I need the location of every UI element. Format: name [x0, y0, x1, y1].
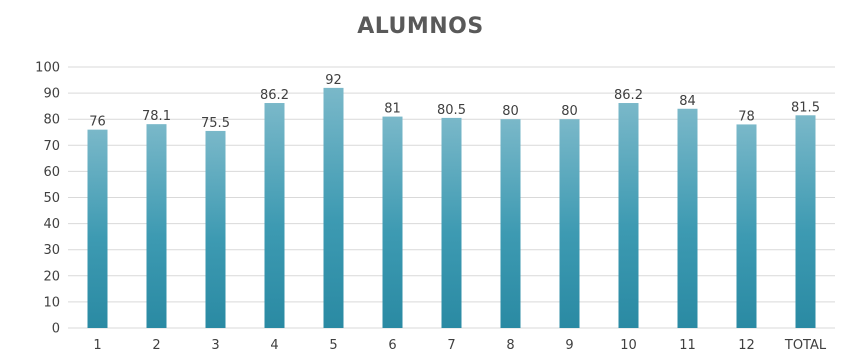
bar-2	[146, 124, 167, 328]
bar-7	[441, 117, 462, 329]
bar-5	[323, 87, 344, 328]
data-label: 81.5	[791, 100, 820, 115]
bar-3	[205, 130, 226, 328]
x-tick-label: 2	[152, 338, 160, 353]
y-tick-label: 10	[43, 295, 60, 310]
y-tick-label: 80	[43, 113, 60, 128]
x-tick-label: TOTAL	[784, 338, 827, 353]
bar-12	[736, 124, 757, 328]
y-tick-label: 0	[52, 322, 60, 337]
x-tick-label: 4	[270, 338, 278, 353]
bar-10	[618, 103, 639, 328]
bar-8	[500, 119, 521, 328]
y-axis-ticks: 0 10 20 30 40 50 60 70 80 90 100	[35, 61, 60, 337]
data-label: 80.5	[437, 103, 466, 118]
y-tick-label: 60	[43, 165, 60, 180]
data-label: 86.2	[260, 88, 289, 103]
data-label: 78	[738, 109, 755, 124]
data-label: 80	[561, 104, 578, 119]
x-tick-label: 7	[447, 338, 455, 353]
y-tick-label: 50	[43, 191, 60, 206]
x-tick-label: 11	[679, 338, 696, 353]
bar-4	[264, 103, 285, 328]
x-tick-label: 6	[388, 338, 396, 353]
x-tick-label: 9	[565, 338, 573, 353]
data-label: 86.2	[614, 88, 643, 103]
x-tick-label: 12	[738, 338, 755, 353]
bar-6	[382, 116, 403, 328]
x-tick-label: 10	[620, 338, 637, 353]
data-label: 76	[89, 115, 106, 130]
x-tick-label: 5	[329, 338, 337, 353]
x-tick-label: 8	[506, 338, 514, 353]
y-tick-label: 100	[35, 61, 60, 76]
chart-title: ALUMNOS	[357, 14, 484, 39]
x-tick-label: 1	[93, 338, 101, 353]
y-tick-label: 40	[43, 217, 60, 232]
data-label: 75.5	[201, 116, 230, 131]
y-tick-label: 20	[43, 269, 60, 284]
x-axis-ticks: 1 2 3 4 5 6 7 8 9 10 11 12 TOTAL	[93, 338, 827, 353]
bars	[87, 87, 816, 329]
y-tick-label: 70	[43, 139, 60, 154]
y-tick-label: 30	[43, 243, 60, 258]
data-label: 92	[325, 73, 342, 88]
bar-total	[795, 115, 816, 328]
bar-1	[87, 129, 108, 328]
data-label: 78.1	[142, 109, 171, 124]
bar-9	[559, 119, 580, 328]
data-label: 80	[502, 104, 519, 119]
data-labels: 76 78.1 75.5 86.2 92 81 80.5 80 80 86.2 84 78 81.5	[89, 73, 820, 131]
data-label: 81	[384, 102, 401, 117]
data-label: 84	[679, 94, 696, 109]
y-tick-label: 90	[43, 87, 60, 102]
x-tick-label: 3	[211, 338, 219, 353]
bar-11	[677, 108, 698, 328]
